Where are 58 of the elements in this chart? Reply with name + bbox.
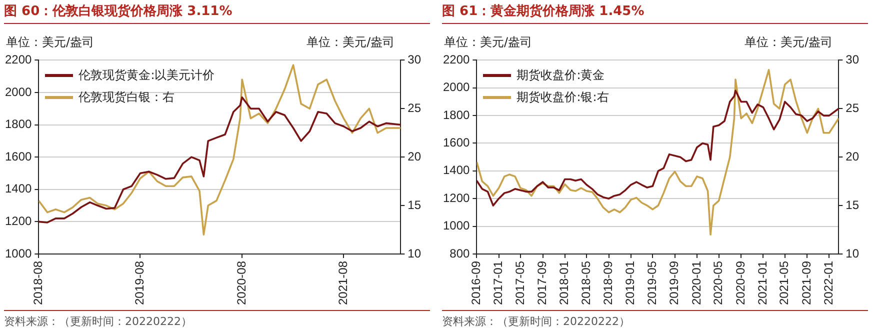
text: 资料来源：（更新时间：20220222） <box>4 310 430 329</box>
x-tick-label: 2022-01 <box>822 260 836 306</box>
y-axis-title: 单位：美元/盎司 <box>6 34 94 51</box>
y2-axis-title: 单位：美元/盎司 <box>306 34 395 51</box>
x-tick-label: 2017-05 <box>512 260 527 306</box>
x-tick-label: 2020-09 <box>733 260 748 306</box>
legend-label: 期货收盘价:黄金 <box>516 66 605 84</box>
x-tick-label: 2018-01 <box>557 260 572 306</box>
y-tick-label: 1200 <box>442 190 470 205</box>
y2-tick-label: 30 <box>846 52 860 67</box>
x-tick-label: 2016-09 <box>469 260 484 306</box>
legend-label: 期货收盘价:银:右 <box>516 88 609 106</box>
y2-tick-label: 15 <box>846 198 860 212</box>
legend-label: 伦敦现货黄金:以美元计价 <box>78 66 215 84</box>
y-tick-label: 1600 <box>4 149 32 164</box>
y2-tick-label: 15 <box>408 198 422 212</box>
x-tick-label: 2019-09 <box>667 260 682 306</box>
y-tick-label: 1200 <box>4 214 32 228</box>
y2-axis-title: 单位：美元/盎司 <box>744 34 833 51</box>
x-tick-label: 2017-09 <box>535 260 550 306</box>
text: 资料来源：（更新时间：20220222） <box>442 310 868 329</box>
y-axis-title: 单位：美元/盎司 <box>444 34 532 51</box>
x-tick-label: 2020-01 <box>689 260 704 306</box>
x-tick-label: 2021-01 <box>755 260 770 306</box>
y2-tick-label: 10 <box>408 246 422 260</box>
y-tick-label: 2000 <box>442 80 470 94</box>
y2-tick-label: 25 <box>846 100 860 115</box>
y2-tick-label: 30 <box>408 52 422 67</box>
y-tick-label: 1000 <box>442 218 470 233</box>
x-tick-label: 2020-05 <box>711 260 726 306</box>
y2-tick-label: 20 <box>846 149 860 164</box>
y2-tick-label: 10 <box>846 246 860 260</box>
y-tick-label: 2200 <box>4 52 32 67</box>
y-tick-label: 800 <box>450 246 470 260</box>
x-tick-label: 2017-01 <box>491 260 506 306</box>
x-tick-label: 2021-05 <box>777 260 792 306</box>
x-tick-label: 2019-08 <box>132 260 147 306</box>
y-tick-label: 1000 <box>4 246 32 260</box>
chart-title: 图 61：黄金期货价格周涨 1.45% <box>442 2 868 24</box>
y2-tick-label: 20 <box>408 149 422 164</box>
legend-label: 伦敦现货白银：右 <box>78 88 175 106</box>
y-tick-label: 1400 <box>4 182 32 196</box>
x-tick-label: 2018-09 <box>601 260 616 306</box>
y-tick-label: 1600 <box>442 136 470 150</box>
x-tick-label: 2021-09 <box>799 260 814 306</box>
y-tick-label: 1800 <box>442 108 470 122</box>
y-tick-label: 2200 <box>442 52 470 67</box>
x-tick-label: 2019-01 <box>623 260 638 306</box>
y-tick-label: 1400 <box>442 163 470 178</box>
x-tick-label: 2018-08 <box>31 260 46 306</box>
x-tick-label: 2020-08 <box>234 260 248 306</box>
y-tick-label: 1800 <box>4 117 32 132</box>
x-tick-label: 2021-08 <box>336 260 350 306</box>
x-tick-label: 2019-05 <box>644 260 659 306</box>
y-tick-label: 2000 <box>4 84 32 99</box>
chart-title: 图 60：伦敦白银现货价格周涨 3.11% <box>4 2 430 24</box>
x-tick-label: 2018-05 <box>578 260 593 306</box>
y2-tick-label: 25 <box>408 100 422 115</box>
